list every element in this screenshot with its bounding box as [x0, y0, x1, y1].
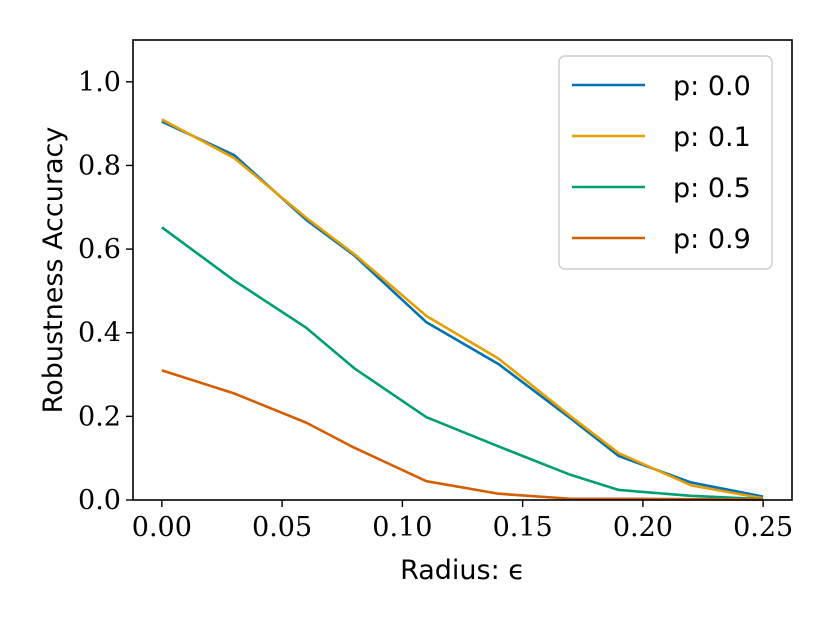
x-tick-label: 0.10 — [372, 512, 432, 543]
x-tick-label: 0.25 — [733, 512, 793, 543]
x-tick-label: 0.00 — [132, 512, 192, 543]
x-tick-label: 0.05 — [252, 512, 312, 543]
y-axis: 0.0 0.2 0.4 0.6 0.8 1.0 — [78, 67, 133, 516]
y-tick-label: 1.0 — [78, 67, 121, 98]
legend-label: p: 0.1 — [673, 122, 751, 153]
x-tick-label: 0.20 — [613, 512, 673, 543]
series-lines — [161, 118, 764, 501]
series-line-1 — [161, 118, 764, 500]
y-tick-label: 0.2 — [78, 401, 121, 432]
legend: p: 0.0 p: 0.1 p: 0.5 p: 0.9 — [558, 55, 773, 270]
legend-label: p: 0.0 — [673, 71, 751, 102]
y-tick-label: 0.4 — [78, 318, 121, 349]
legend-label: p: 0.5 — [673, 173, 751, 204]
series-line-2 — [161, 226, 764, 501]
x-axis-label: Radius: ϵ — [400, 555, 525, 586]
y-tick-label: 0.6 — [78, 234, 121, 265]
x-tick-label: 0.15 — [493, 512, 553, 543]
series-line-3 — [161, 369, 764, 501]
legend-box — [558, 55, 773, 270]
legend-label: p: 0.9 — [673, 224, 751, 255]
y-axis-label: Robustness Accuracy — [38, 127, 69, 414]
x-axis: 0.00 0.05 0.10 0.15 0.20 0.25 — [132, 500, 793, 543]
y-tick-label: 0.8 — [78, 150, 121, 181]
y-tick-label: 0.0 — [78, 485, 121, 516]
plot-frame — [132, 39, 793, 501]
